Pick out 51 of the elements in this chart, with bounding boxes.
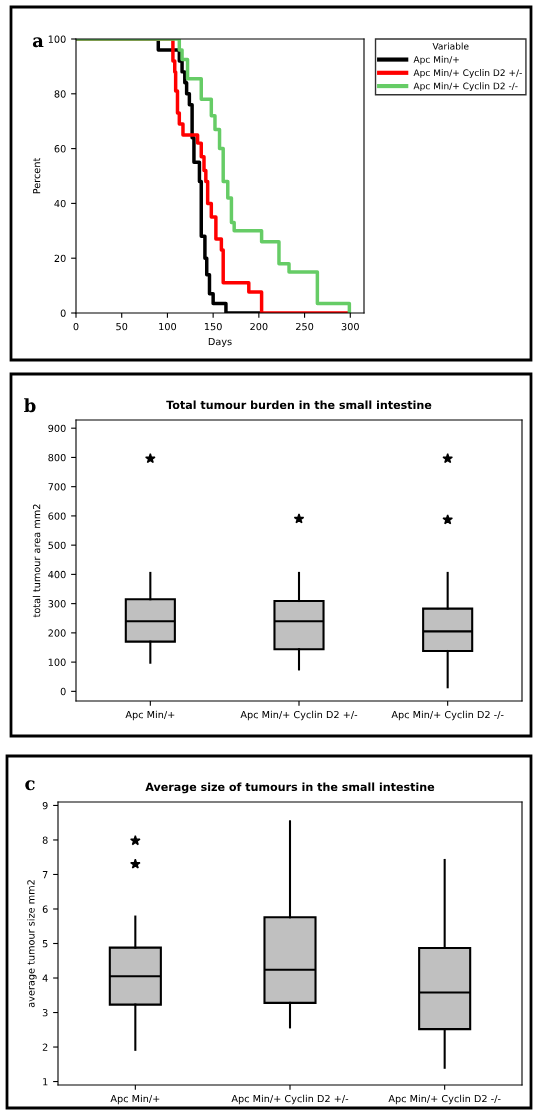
legend-title: Variable [432,42,469,50]
text: a [32,37,44,48]
y-tick-label: 900 [48,424,66,433]
y-tick-label: 5 [42,940,48,948]
y-tick-label: 300 [48,600,66,608]
y-tick-label: 40 [54,199,66,208]
y-tick-label: 200 [48,629,66,637]
x-axis-title: Days [208,337,232,348]
x-tick-label: 100 [159,322,177,331]
y-tick-label: 60 [54,145,66,153]
y-tick-label: 3 [42,1009,48,1017]
text: c [25,780,35,791]
x-tick-label: 50 [116,322,128,331]
chart-title: Average size of tumours in the small intestine [145,782,435,794]
y-tick-label: 1 [43,1078,48,1086]
y-tick-label: 500 [48,541,66,549]
x-tick-label: 200 [250,322,268,331]
x-tick-label: Apc Min/+ [125,710,175,721]
x-tick-label: 250 [296,322,314,331]
y-tick-label: 7 [42,871,48,879]
x-tick-label: Apc Min/+ Cyclin D2 +/- [231,1094,349,1105]
y-tick-label: 700 [48,483,66,491]
x-tick-label: Apc Min/+ Cyclin D2 -/- [391,710,504,721]
y-axis-title: average tumour size mm2 [27,880,37,1008]
y-tick-label: 0 [60,687,66,696]
y-axis-title: Percent [33,157,41,194]
x-tick-label: 300 [341,322,359,331]
legend-label: Apc Min/+ Cyclin D2 -/- [413,82,518,92]
y-tick-label: 0 [60,309,66,317]
y-tick-label: 6 [42,905,48,913]
y-tick-label: 2 [42,1043,48,1051]
x-tick-label: 0 [73,322,79,331]
y-tick-label: 800 [48,453,66,462]
y-tick-label: 20 [54,254,66,263]
y-tick-label: 9 [42,801,48,810]
y-tick-label: 8 [42,836,48,844]
x-tick-label: Apc Min/+ Cyclin D2 -/- [388,1094,501,1105]
y-axis-title: total tumour area mm2 [32,504,41,618]
chart-title: Total tumour burden in the small intestine [166,400,432,410]
y-tick-label: 100 [48,35,66,43]
legend-label: Apc Min/+ [413,55,459,65]
x-tick-label: Apc Min/+ Cyclin D2 +/- [240,710,358,721]
x-tick-label: Apc Min/+ [110,1094,160,1105]
y-tick-label: 100 [48,658,66,666]
y-tick-label: 400 [48,570,66,579]
x-tick-label: 150 [204,322,222,331]
y-tick-label: 600 [48,512,66,520]
y-tick-label: 4 [42,974,48,982]
y-tick-label: 80 [54,90,66,98]
text: b [24,398,36,413]
legend-label: Apc Min/+ Cyclin D2 +/- [413,69,522,78]
